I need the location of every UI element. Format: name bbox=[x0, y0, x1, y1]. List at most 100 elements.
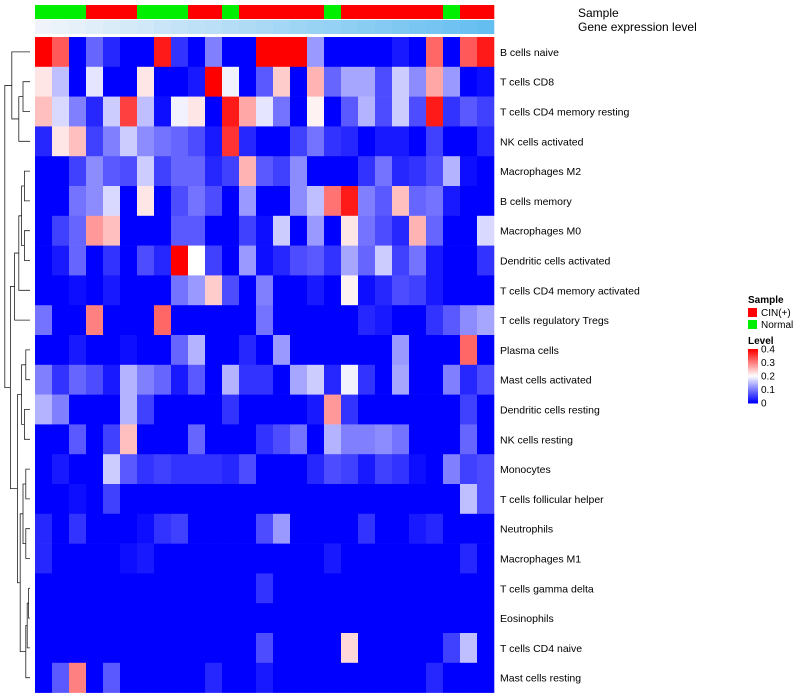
heatmap-cell bbox=[35, 603, 53, 634]
heatmap-cell bbox=[409, 633, 427, 664]
heatmap-cell bbox=[103, 633, 121, 664]
heatmap-cell bbox=[375, 364, 393, 395]
expression-cell bbox=[188, 20, 206, 34]
expression-cell bbox=[137, 20, 155, 34]
heatmap-cell bbox=[409, 37, 427, 68]
heatmap-cell bbox=[256, 186, 274, 217]
heatmap-cell bbox=[307, 394, 325, 425]
heatmap-cell bbox=[426, 66, 444, 97]
heatmap-cell bbox=[239, 245, 257, 276]
heatmap-cell bbox=[392, 633, 410, 664]
heatmap-cell bbox=[86, 662, 104, 693]
level-tick-label: 0 bbox=[761, 399, 767, 410]
level-gradient-step bbox=[748, 354, 758, 357]
heatmap-cell bbox=[409, 245, 427, 276]
heatmap-cell bbox=[120, 603, 138, 634]
heatmap-cell bbox=[35, 633, 53, 664]
heatmap-cells bbox=[35, 37, 495, 693]
heatmap-cell bbox=[171, 96, 189, 127]
heatmap-cell bbox=[205, 215, 223, 246]
heatmap-cell bbox=[137, 513, 155, 544]
sample-cell bbox=[477, 5, 495, 19]
heatmap-cell bbox=[409, 484, 427, 515]
heatmap-cell bbox=[477, 662, 495, 693]
heatmap-cell bbox=[256, 454, 274, 485]
heatmap-cell bbox=[137, 66, 155, 97]
heatmap-cell bbox=[375, 662, 393, 693]
dendrogram-branch bbox=[24, 230, 30, 261]
heatmap-cell bbox=[35, 543, 53, 574]
heatmap-cell bbox=[222, 335, 240, 366]
heatmap-cell bbox=[120, 156, 138, 187]
heatmap-cell bbox=[86, 364, 104, 395]
heatmap-cell bbox=[205, 573, 223, 604]
heatmap-cell bbox=[392, 335, 410, 366]
heatmap-cell bbox=[341, 513, 359, 544]
heatmap-cell bbox=[290, 633, 308, 664]
dendrogram-branch bbox=[22, 483, 26, 544]
heatmap-cell bbox=[375, 305, 393, 336]
heatmap-cell bbox=[120, 96, 138, 127]
heatmap-cell bbox=[69, 245, 87, 276]
heatmap-cell bbox=[222, 633, 240, 664]
heatmap-cell bbox=[137, 543, 155, 574]
heatmap-cell bbox=[205, 454, 223, 485]
heatmap-cell bbox=[477, 513, 495, 544]
heatmap-cell bbox=[154, 662, 172, 693]
heatmap-cell bbox=[375, 215, 393, 246]
heatmap-cell bbox=[426, 424, 444, 455]
heatmap-cell bbox=[324, 573, 342, 604]
heatmap-cell bbox=[307, 96, 325, 127]
heatmap-cell bbox=[460, 275, 478, 306]
level-gradient-step bbox=[748, 353, 758, 355]
level-gradient-step bbox=[748, 371, 758, 374]
heatmap-cell bbox=[154, 96, 172, 127]
heatmap-cell bbox=[426, 603, 444, 634]
heatmap-cell bbox=[103, 513, 121, 544]
level-gradient-step bbox=[748, 367, 758, 370]
heatmap-cell bbox=[137, 394, 155, 425]
heatmap-cell bbox=[120, 573, 138, 604]
heatmap-cell bbox=[205, 305, 223, 336]
heatmap-cell bbox=[477, 454, 495, 485]
heatmap-cell bbox=[443, 454, 461, 485]
heatmap-cell bbox=[52, 305, 70, 336]
heatmap-cell bbox=[307, 275, 325, 306]
heatmap-cell bbox=[307, 186, 325, 217]
row-label: T cells regulatory Tregs bbox=[500, 315, 609, 327]
level-gradient-step bbox=[748, 369, 758, 372]
heatmap-cell bbox=[256, 335, 274, 366]
heatmap-cell bbox=[477, 364, 495, 395]
heatmap-cell bbox=[375, 335, 393, 366]
heatmap-cell bbox=[477, 424, 495, 455]
heatmap-cell bbox=[290, 424, 308, 455]
dendrogram-branch bbox=[25, 625, 30, 679]
heatmap-cell bbox=[120, 424, 138, 455]
heatmap-cell bbox=[120, 335, 138, 366]
heatmap-cell bbox=[120, 513, 138, 544]
level-gradient-step bbox=[748, 381, 758, 384]
heatmap-cell bbox=[358, 66, 376, 97]
sample-cell bbox=[103, 5, 121, 19]
heatmap-cell bbox=[86, 37, 104, 68]
heatmap-cell bbox=[256, 275, 274, 306]
heatmap-cell bbox=[103, 364, 121, 395]
heatmap-cell bbox=[477, 126, 495, 157]
level-tick-label: 0.1 bbox=[761, 385, 775, 396]
heatmap-cell bbox=[256, 156, 274, 187]
heatmap-cell bbox=[52, 66, 70, 97]
sample-cell bbox=[341, 5, 359, 19]
heatmap-cell bbox=[409, 156, 427, 187]
heatmap-cell bbox=[375, 275, 393, 306]
expression-cell bbox=[69, 20, 87, 34]
heatmap-cell bbox=[35, 275, 53, 306]
heatmap-cell bbox=[358, 573, 376, 604]
dendrogram-branch bbox=[28, 587, 30, 619]
sample-cell bbox=[273, 5, 291, 19]
dendrogram-branch bbox=[18, 96, 30, 142]
heatmap-cell bbox=[103, 275, 121, 306]
heatmap-cell bbox=[290, 394, 308, 425]
sample-cell bbox=[52, 5, 70, 19]
heatmap-cell bbox=[103, 424, 121, 455]
heatmap-cell bbox=[358, 364, 376, 395]
